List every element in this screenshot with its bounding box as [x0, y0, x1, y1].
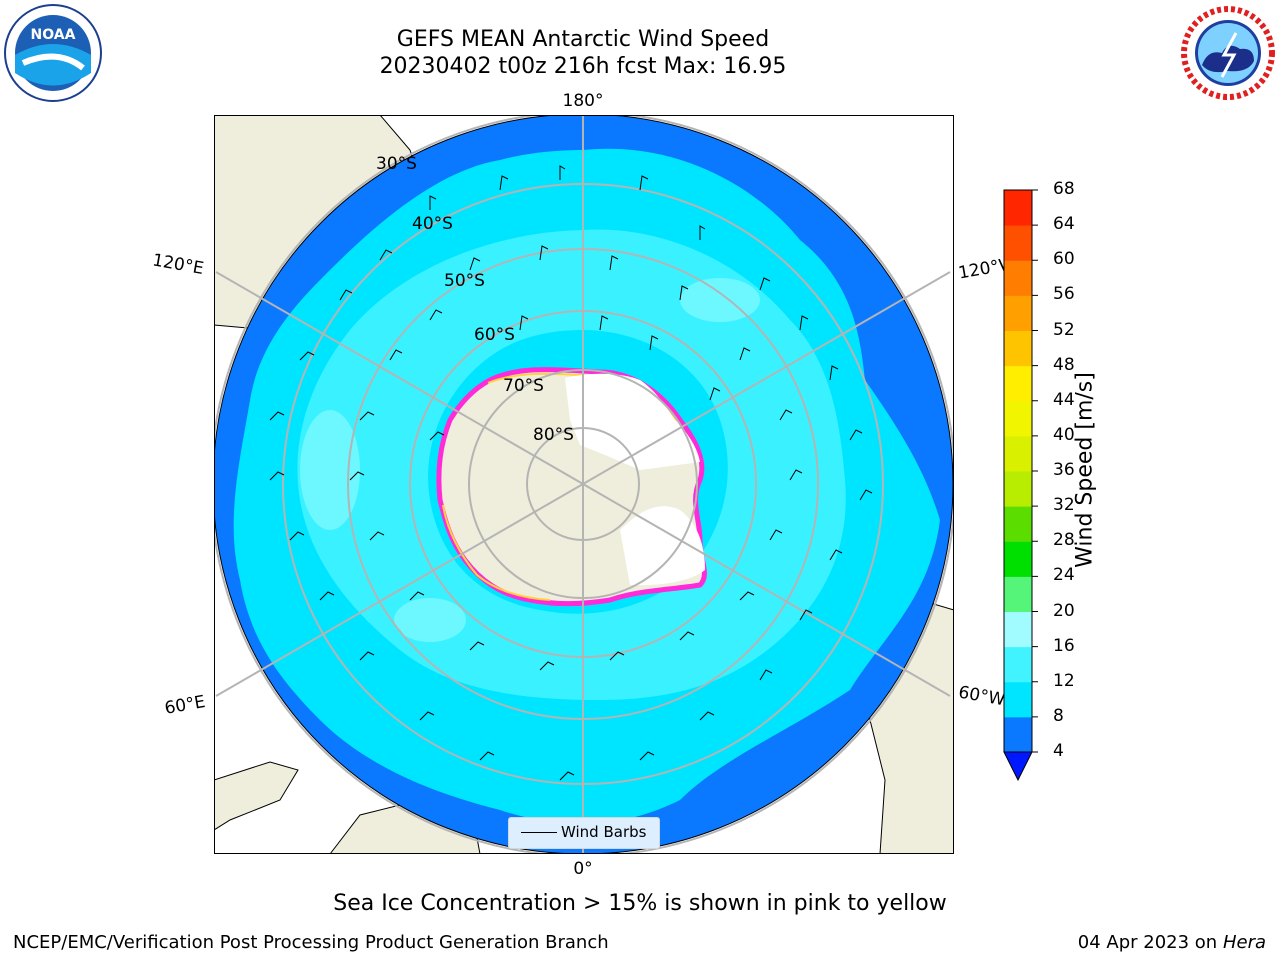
colorbar-segment — [1004, 225, 1032, 261]
colorbar-segment — [1004, 471, 1032, 507]
colorbar-segment — [1004, 506, 1032, 542]
colorbar-tick-label: 4 — [1053, 741, 1064, 761]
colorbar-tick-label: 28 — [1053, 530, 1075, 551]
map-subtitle: 20230402 t00z 216h fcst Max: 16.95 — [379, 54, 787, 79]
colorbar-tick-label: 60 — [1053, 249, 1075, 270]
lon-label-60w: 60°W — [957, 682, 1007, 710]
colorbar-segment — [1004, 435, 1032, 472]
lat-label-50s: 50°S — [444, 271, 485, 291]
colorbar-segment — [1004, 400, 1032, 437]
colorbar-tick-label: 8 — [1053, 705, 1064, 726]
nws-logo-icon — [1180, 5, 1276, 101]
colorbar-tick-label: 40 — [1053, 424, 1075, 445]
lon-label-0: 0° — [573, 859, 592, 879]
lat-label-70s: 70°S — [503, 376, 544, 396]
colorbar-segment — [1004, 365, 1032, 402]
colorbar-tick-label: 12 — [1053, 670, 1075, 691]
colorbar-segment — [1004, 541, 1032, 577]
footer-date-text: 04 Apr 2023 on — [1077, 932, 1223, 953]
footer-date: 04 Apr 2023 on Hera — [1078, 932, 1266, 953]
wind-barbs-legend: Wind Barbs — [508, 817, 660, 849]
colorbar-segment — [1004, 646, 1032, 683]
colorbar-tick-label: 16 — [1053, 635, 1075, 656]
ronne-ice-shelf — [620, 506, 705, 586]
colorbar-segment — [1004, 295, 1032, 331]
colorbar-segment — [1004, 716, 1032, 753]
footer-host: Hera — [1222, 932, 1266, 953]
colorbar-tick-label: 44 — [1053, 389, 1075, 410]
legend-line-icon — [521, 832, 557, 833]
colorbar-tick-label: 24 — [1053, 565, 1075, 586]
lat-label-40s: 40°S — [412, 214, 453, 234]
lon-label-180: 180° — [563, 91, 604, 111]
colorbar-segment — [1004, 681, 1032, 718]
noaa-logo-icon: NOAA — [4, 4, 102, 102]
lon-label-120e: 120°E — [151, 250, 205, 279]
colorbar-tick-label: 36 — [1053, 460, 1075, 480]
colorbar — [1003, 189, 1038, 782]
lat-label-80s: 80°S — [533, 425, 574, 445]
lat-label-30s: 30°S — [376, 154, 417, 174]
colorbar-tick-label: 32 — [1053, 495, 1075, 516]
colorbar-tick-label: 68 — [1053, 179, 1075, 199]
colorbar-under-arrow — [1003, 751, 1033, 782]
colorbar-segment — [1004, 576, 1032, 612]
colorbar-tick-label: 64 — [1053, 214, 1075, 235]
map-title: GEFS MEAN Antarctic Wind Speed — [396, 27, 770, 52]
noaa-logo-text: NOAA — [31, 27, 76, 43]
colorbar-tick-label: 56 — [1053, 284, 1075, 305]
colorbar-segment — [1004, 260, 1032, 296]
colorbar-tick-label: 20 — [1053, 600, 1075, 621]
wind-barbs — [269, 165, 873, 781]
colorbar-segment — [1004, 190, 1032, 226]
legend-label: Wind Barbs — [561, 823, 647, 841]
ross-ice-shelf — [565, 373, 700, 470]
ocean-high-wind-band — [297, 229, 846, 700]
colorbar-title: Wind Speed [m/s] — [1072, 372, 1098, 568]
colorbar-tick-label: 48 — [1053, 354, 1075, 375]
colorbar-segment — [1004, 611, 1032, 648]
sea-ice-caption: Sea Ice Concentration > 15% is shown in … — [333, 891, 947, 916]
lon-label-60e: 60°E — [163, 692, 207, 719]
footer-organization: NCEP/EMC/Verification Post Processing Pr… — [13, 932, 609, 953]
lat-label-60s: 60°S — [474, 325, 515, 345]
graticule — [214, 115, 954, 854]
colorbar-segment — [1004, 330, 1032, 367]
colorbar-tick-label: 52 — [1053, 319, 1075, 340]
